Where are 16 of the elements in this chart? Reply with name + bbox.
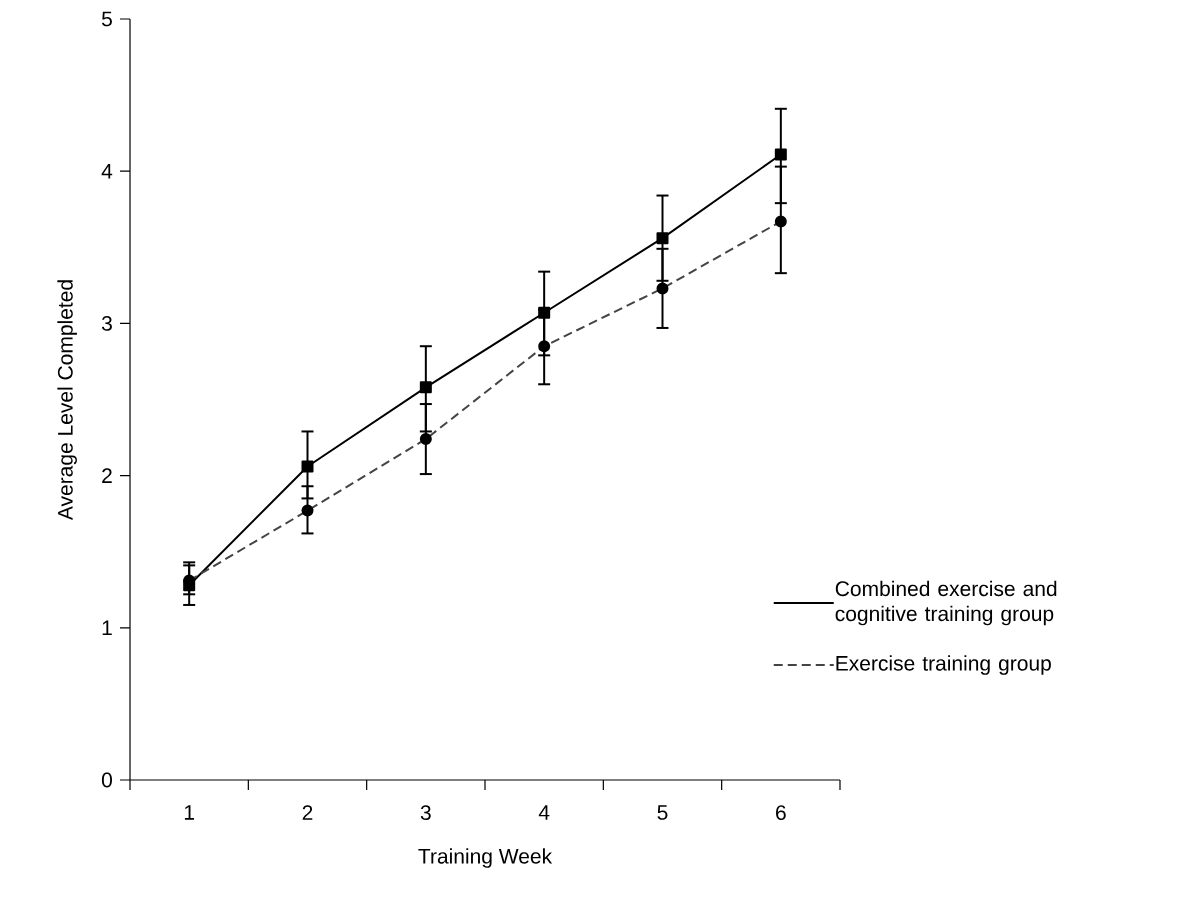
- x-tick-label: 2: [302, 805, 313, 820]
- y-tick-label: 2: [102, 468, 112, 483]
- x-tick-label: 4: [538, 805, 550, 820]
- x-axis-title: Training Week: [418, 848, 553, 868]
- legend-label: Combined exercise and cognitive training group: [835, 580, 1057, 626]
- x-tick-label: 3: [420, 805, 431, 821]
- x-tick-label: 5: [657, 805, 668, 820]
- y-axis-title: Average Level Completed: [57, 280, 77, 521]
- y-tick-label: 0: [101, 772, 112, 788]
- y-tick-label: 1: [102, 620, 112, 636]
- x-tick-label: 1: [184, 805, 194, 820]
- x-tick-label: 6: [776, 805, 786, 821]
- y-tick-label: 5: [101, 11, 112, 27]
- y-tick-label: 4: [101, 163, 113, 179]
- y-tick-label: 3: [101, 315, 112, 331]
- legend-label: Exercise training group: [836, 655, 1051, 675]
